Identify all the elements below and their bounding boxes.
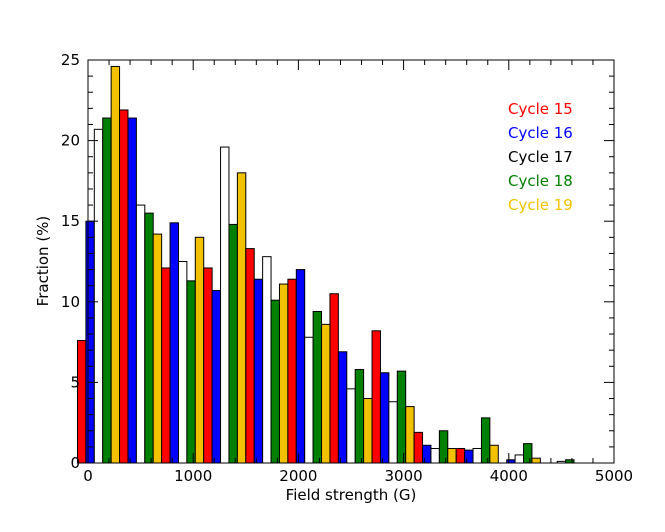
- bar-cycle-15-bin-4: [245, 248, 255, 464]
- bar-cycle-17-bin-0: [93, 128, 104, 464]
- bar-cycle-18-bin-3: [228, 223, 238, 464]
- bar-cycle-17-bin-3: [220, 146, 230, 464]
- bar-cycle-19-bin-9: [489, 444, 499, 464]
- bar-cycle-18-bin-10: [523, 443, 533, 464]
- y-tick-label: 5: [70, 373, 80, 391]
- legend-entry-cycle-17: Cycle 17: [508, 148, 573, 166]
- bar-cycle-15-bin-0: [76, 339, 87, 464]
- tick-labels-layer: 0 1000 2000 3000 4000 5000 0 5 10 15 20 25: [61, 51, 633, 485]
- bar-cycle-18-bin-4: [270, 299, 280, 464]
- plot-frame: [87, 59, 615, 464]
- legend-entry-cycle-16: Cycle 16: [508, 124, 573, 142]
- y-tick-label: 15: [61, 212, 80, 230]
- bar-cycle-18-bin-2: [186, 280, 196, 464]
- bar-cycle-16-bin-9: [464, 449, 474, 464]
- bar-cycle-19-bin-1: [152, 233, 163, 464]
- x-tick-label: 0: [83, 467, 93, 485]
- bar-cycle-15-bin-2: [161, 267, 171, 464]
- bar-cycle-18-bin-8: [438, 430, 449, 464]
- bars-layer: [76, 65, 575, 464]
- bar-cycle-18-bin-7: [396, 370, 407, 464]
- bar-cycle-19-bin-8: [447, 447, 457, 464]
- x-axis-title: Field strength (G): [286, 486, 417, 504]
- bar-cycle-19-bin-10: [531, 457, 541, 464]
- y-tick-label: 0: [70, 454, 80, 472]
- bar-cycle-19-bin-0: [110, 65, 121, 464]
- y-tick-label: 10: [61, 293, 80, 311]
- bar-cycle-15-bin-6: [329, 293, 339, 464]
- x-tick-label: 5000: [595, 467, 633, 485]
- bar-cycle-16-bin-4: [253, 278, 264, 464]
- bar-cycle-17-bin-8: [430, 447, 440, 464]
- bar-cycle-16-bin-5: [295, 269, 306, 464]
- bar-cycle-15-bin-1: [119, 109, 129, 464]
- x-tick-label: 4000: [490, 467, 528, 485]
- bar-cycle-16-bin-6: [337, 351, 348, 464]
- bar-cycle-19-bin-4: [278, 283, 289, 464]
- bar-cycle-19-bin-6: [363, 398, 373, 464]
- bar-cycle-17-bin-4: [262, 256, 272, 464]
- bar-cycle-15-bin-5: [287, 278, 297, 464]
- bar-cycle-18-bin-5: [312, 310, 323, 464]
- bar-cycle-17-bin-5: [304, 336, 314, 464]
- x-tick-label: 2000: [279, 467, 317, 485]
- bar-cycle-17-bin-6: [346, 388, 356, 464]
- legend-entry-cycle-15: Cycle 15: [508, 100, 573, 118]
- bar-cycle-16-bin-2: [169, 222, 179, 464]
- bar-cycle-17-bin-9: [472, 447, 482, 464]
- bar-cycle-16-bin-0: [85, 220, 95, 464]
- bar-cycle-17-bin-2: [177, 261, 188, 464]
- y-tick-label: 25: [61, 51, 80, 69]
- bar-cycle-16-bin-7: [379, 372, 390, 464]
- bar-cycle-17-bin-7: [388, 401, 398, 464]
- bar-cycle-15-bin-9: [455, 447, 466, 464]
- x-tick-label: 1000: [174, 467, 212, 485]
- bar-cycle-16-bin-3: [211, 290, 222, 464]
- y-axis-title: Fraction (%): [34, 216, 52, 307]
- bar-cycle-18-bin-6: [354, 369, 365, 464]
- bar-cycle-18-bin-9: [480, 417, 491, 464]
- legend: Cycle 15 Cycle 16 Cycle 17 Cycle 18 Cycle 19: [508, 100, 573, 214]
- bar-cycle-19-bin-2: [194, 236, 205, 464]
- bar-cycle-19-bin-3: [236, 172, 247, 464]
- y-tick-label: 20: [61, 132, 80, 150]
- bar-cycle-19-bin-7: [405, 406, 415, 464]
- legend-entry-cycle-19: Cycle 19: [508, 196, 573, 214]
- bar-cycle-17-bin-1: [135, 204, 146, 464]
- bar-cycle-18-bin-0: [102, 117, 112, 464]
- bar-cycle-16-bin-1: [127, 117, 137, 464]
- x-tick-label: 3000: [385, 467, 423, 485]
- bar-cycle-19-bin-5: [321, 323, 331, 464]
- legend-entry-cycle-18: Cycle 18: [508, 172, 573, 190]
- bar-cycle-15-bin-7: [371, 330, 381, 464]
- bar-cycle-15-bin-3: [203, 267, 213, 464]
- bar-cycle-17-bin-10: [514, 454, 525, 464]
- bar-cycle-18-bin-1: [144, 212, 154, 464]
- bar-cycle-15-bin-8: [413, 431, 424, 464]
- bar-cycle-16-bin-8: [422, 444, 432, 464]
